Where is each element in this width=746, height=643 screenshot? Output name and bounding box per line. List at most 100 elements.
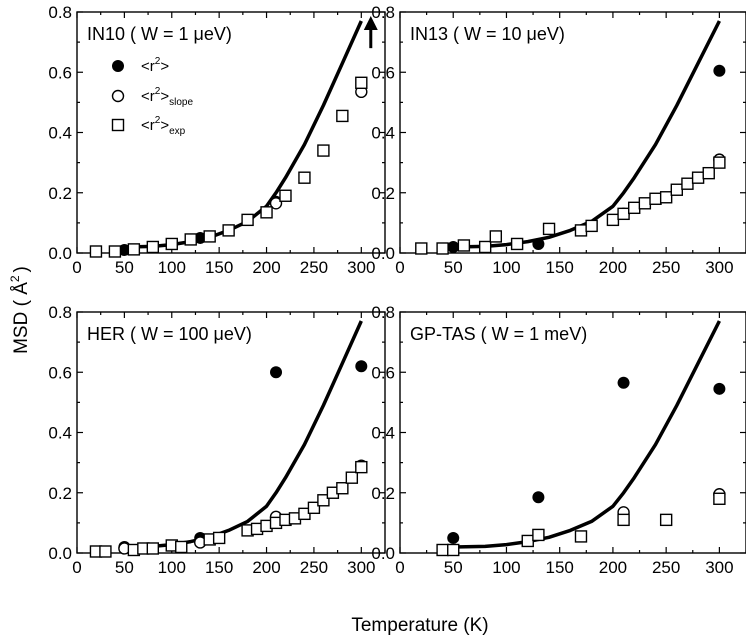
data-point-r2-exp bbox=[532, 528, 545, 542]
y-tick-label: 0.2 bbox=[371, 484, 395, 503]
data-point-r2-exp bbox=[702, 166, 715, 180]
arrow-up-icon bbox=[363, 16, 378, 31]
data-point-r2-exp bbox=[617, 207, 630, 221]
x-tick-label: 0 bbox=[72, 258, 81, 277]
y-tick-label: 0.6 bbox=[371, 363, 395, 382]
x-tick-label: 250 bbox=[300, 258, 328, 277]
x-tick-label: 0 bbox=[395, 558, 404, 577]
panel-title: IN13 ( W = 10 μeV) bbox=[410, 24, 565, 44]
panel-1: 0 50 100 150 200 250 300 0.0 0.2 0.4 0.6 0.8 IN10 ( … bbox=[48, 3, 386, 277]
data-point-r2-exp bbox=[355, 460, 368, 474]
data-point-r2-exp bbox=[99, 545, 112, 558]
panel-title: GP-TAS ( W = 1 meV) bbox=[410, 324, 587, 344]
y-axis-label: MSD ( Å2) bbox=[8, 266, 32, 354]
legend-marker-filled-circle bbox=[112, 60, 124, 72]
y-tick-label: 0.2 bbox=[371, 184, 395, 203]
x-tick-label: 300 bbox=[705, 258, 733, 277]
y-tick-label: 0.6 bbox=[48, 63, 72, 82]
data-point-r2 bbox=[447, 531, 460, 544]
legend-marker-open-circle bbox=[111, 89, 125, 103]
data-point-r2-exp bbox=[521, 534, 534, 548]
data-point-r2-exp bbox=[165, 237, 178, 251]
data-point-r2-exp bbox=[659, 513, 673, 527]
plot-frame bbox=[399, 11, 746, 254]
y-tick-label: 0.4 bbox=[48, 424, 72, 443]
x-tick-label: 300 bbox=[347, 258, 375, 277]
model-curve bbox=[453, 20, 721, 249]
data-point-r2-exp bbox=[336, 109, 349, 123]
data-point-r2-exp bbox=[175, 540, 188, 554]
x-tick-label: 150 bbox=[205, 558, 233, 577]
legend-label-r2: <r2> bbox=[141, 56, 169, 75]
data-point-r2-exp bbox=[241, 213, 254, 227]
y-tick-label: 0.0 bbox=[48, 244, 72, 263]
panel-4: 0 50 100 150 200 250 300 0.0 0.2 0.4 0.6 0.8 GP-TAS … bbox=[371, 303, 746, 577]
data-point-r2 bbox=[617, 376, 630, 389]
x-tick-label: 50 bbox=[444, 258, 463, 277]
y-tick-label: 0.0 bbox=[371, 244, 395, 263]
data-point-r2-exp bbox=[606, 213, 620, 227]
data-point-r2-exp bbox=[713, 492, 726, 505]
y-tick-label: 0.4 bbox=[371, 424, 395, 443]
y-tick-label: 0.4 bbox=[371, 124, 395, 143]
y-tick-label: 0.2 bbox=[48, 484, 72, 503]
y-tick-label: 0.6 bbox=[371, 63, 395, 82]
data-point-r2-exp bbox=[127, 243, 141, 256]
data-point-r2-exp bbox=[628, 201, 641, 215]
data-point-r2-exp bbox=[355, 76, 368, 89]
data-point-r2-exp bbox=[212, 531, 226, 545]
data-point-r2-exp bbox=[436, 543, 449, 557]
x-tick-label: 0 bbox=[395, 258, 404, 277]
data-point-r2 bbox=[447, 240, 460, 253]
data-point-r2-exp bbox=[317, 494, 330, 507]
data-point-r2-exp bbox=[478, 240, 492, 254]
x-tick-label: 200 bbox=[252, 558, 280, 577]
x-tick-label: 250 bbox=[652, 258, 680, 277]
x-tick-label: 100 bbox=[158, 558, 186, 577]
data-point-r2-exp bbox=[336, 482, 349, 495]
panel-3: 0 50 100 150 200 250 300 0.0 0.2 0.4 0.6 0.8 HER ( W… bbox=[48, 303, 386, 577]
data-point-r2-exp bbox=[659, 191, 673, 204]
x-tick-label: 100 bbox=[492, 558, 520, 577]
x-tick-label: 300 bbox=[347, 558, 375, 577]
plot-frame bbox=[76, 311, 386, 554]
y-tick-label: 0.8 bbox=[371, 3, 395, 22]
data-point-r2-exp bbox=[203, 230, 216, 243]
data-point-r2 bbox=[270, 366, 283, 379]
data-point-r2-exp bbox=[345, 471, 359, 484]
data-point-r2-exp bbox=[489, 230, 503, 243]
x-tick-label: 150 bbox=[205, 258, 233, 277]
data-point-r2-exp bbox=[510, 237, 524, 251]
y-tick-label: 0.8 bbox=[48, 3, 72, 22]
y-tick-label: 0.0 bbox=[371, 544, 395, 563]
data-point-r2-exp bbox=[415, 242, 428, 255]
data-point-r2-exp bbox=[222, 224, 235, 237]
y-tick-label: 0.6 bbox=[48, 363, 72, 382]
data-point-r2 bbox=[355, 360, 368, 373]
data-point-r2-exp bbox=[649, 192, 662, 205]
data-point-r2-exp bbox=[317, 144, 330, 157]
panel-2: 0 50 100 150 200 250 300 0.0 0.2 0.4 0.6 0.8 IN13 ( … bbox=[371, 3, 746, 277]
data-point-r2-exp bbox=[184, 233, 197, 246]
data-point-r2-exp bbox=[298, 171, 311, 184]
x-tick-label: 250 bbox=[300, 558, 328, 577]
x-tick-label: 150 bbox=[546, 558, 574, 577]
legend-label-r2-exp: <r2>exp bbox=[141, 115, 186, 137]
plot-frame bbox=[76, 11, 386, 254]
model-curve bbox=[124, 20, 363, 249]
data-point-r2-exp bbox=[307, 501, 321, 515]
data-point-r2-exp bbox=[585, 219, 598, 233]
x-tick-label: 50 bbox=[115, 558, 134, 577]
data-point-r2-exp bbox=[691, 171, 705, 184]
x-axis-label: Temperature (K) bbox=[351, 615, 488, 636]
x-tick-label: 50 bbox=[115, 258, 134, 277]
model-curve bbox=[453, 320, 721, 549]
data-point-r2 bbox=[532, 491, 545, 504]
y-tick-label: 0.8 bbox=[48, 303, 72, 322]
panel-title: IN10 ( W = 1 μeV) bbox=[87, 24, 232, 44]
panel-title: HER ( W = 100 μeV) bbox=[87, 324, 252, 344]
x-tick-label: 100 bbox=[492, 258, 520, 277]
model-curve bbox=[124, 320, 363, 549]
data-point-r2-exp bbox=[146, 240, 160, 254]
